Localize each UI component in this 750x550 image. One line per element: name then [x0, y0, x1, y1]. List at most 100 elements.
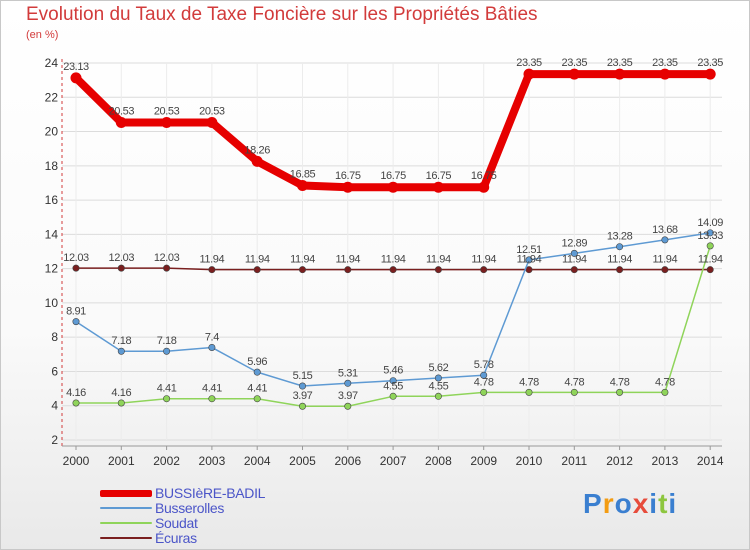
- data-point: [344, 402, 352, 410]
- data-point: [70, 72, 82, 84]
- data-point: [117, 347, 125, 355]
- legend-swatch-ecuras: [100, 537, 152, 539]
- data-label: 18.26: [244, 144, 270, 156]
- data-label: 4.55: [428, 380, 448, 392]
- data-label: 4.78: [610, 376, 630, 388]
- y-tick-label: 6: [51, 364, 58, 378]
- data-label: 4.78: [519, 376, 539, 388]
- data-label: 4.55: [383, 380, 403, 392]
- data-label: 5.62: [428, 362, 448, 374]
- data-point: [525, 256, 533, 264]
- data-label: 12.03: [63, 252, 89, 264]
- data-point: [72, 318, 80, 326]
- data-point: [163, 264, 171, 272]
- data-label: 12.03: [109, 252, 135, 264]
- data-point: [616, 388, 624, 396]
- data-point: [480, 371, 488, 379]
- data-point: [344, 379, 352, 387]
- data-label: 4.41: [202, 383, 222, 395]
- x-tick-label: 2001: [108, 454, 135, 468]
- data-point: [298, 402, 306, 410]
- data-label: 4.78: [655, 376, 675, 388]
- data-label: 16.85: [290, 169, 316, 181]
- data-point: [253, 395, 261, 403]
- data-label: 11.94: [381, 254, 406, 266]
- data-label: 7.18: [157, 335, 177, 347]
- data-label: 11.94: [653, 254, 678, 266]
- y-tick-label: 8: [51, 330, 58, 344]
- data-point: [706, 242, 714, 250]
- data-point: [389, 377, 397, 385]
- data-point: [163, 347, 171, 355]
- data-label: 11.94: [698, 254, 723, 266]
- data-label: 12.89: [562, 237, 588, 249]
- data-point: [115, 116, 127, 128]
- data-point: [344, 266, 352, 274]
- logo-letter: t: [658, 488, 669, 519]
- data-point: [253, 368, 261, 376]
- logo-letter: i: [649, 488, 659, 519]
- data-point: [389, 266, 397, 274]
- data-point: [253, 266, 261, 274]
- data-label: 11.94: [200, 254, 225, 266]
- data-point: [72, 264, 80, 272]
- series--curas: [72, 264, 714, 274]
- data-label: 3.97: [293, 390, 313, 402]
- x-tick-label: 2010: [516, 454, 543, 468]
- data-label: 11.94: [562, 254, 587, 266]
- data-point: [206, 116, 218, 128]
- y-tick-label: 20: [45, 125, 59, 139]
- y-tick-label: 12: [45, 262, 59, 276]
- logo-letter: x: [632, 488, 650, 519]
- data-label: 12.03: [154, 252, 180, 264]
- legend-label-soudat: Soudat: [155, 515, 198, 531]
- data-label: 11.94: [335, 254, 360, 266]
- data-point: [525, 388, 533, 396]
- x-tick-label: 2006: [334, 454, 361, 468]
- x-tick-label: 2007: [380, 454, 407, 468]
- x-tick-label: 2009: [470, 454, 497, 468]
- data-label: 5.78: [474, 359, 494, 371]
- data-point: [480, 388, 488, 396]
- data-label: 11.94: [245, 254, 270, 266]
- data-label: 20.53: [154, 105, 180, 117]
- x-tick-label: 2003: [199, 454, 226, 468]
- data-point: [704, 68, 716, 80]
- data-label: 23.35: [652, 57, 678, 69]
- data-label: 13.33: [697, 230, 723, 242]
- legend-swatch-bussiere-badil: [100, 490, 152, 497]
- data-label: 16.75: [471, 170, 497, 182]
- logo-letter: i: [668, 488, 678, 519]
- series-busserolles: [72, 229, 714, 390]
- data-point: [389, 392, 397, 400]
- data-label: 14.09: [697, 217, 723, 229]
- data-label: 23.35: [516, 57, 542, 69]
- data-point: [706, 266, 714, 274]
- data-point: [163, 395, 171, 403]
- x-tick-label: 2013: [652, 454, 679, 468]
- data-point: [659, 68, 671, 80]
- data-label: 23.35: [697, 57, 723, 69]
- data-point: [432, 181, 444, 193]
- data-label: 8.91: [66, 306, 86, 318]
- y-tick-label: 4: [51, 399, 58, 413]
- data-point: [117, 264, 125, 272]
- data-label: 13.68: [652, 224, 678, 236]
- data-label: 20.53: [199, 105, 225, 117]
- data-label: 7.4: [205, 331, 219, 343]
- series-soudat: [72, 242, 714, 410]
- data-label: 4.78: [564, 376, 584, 388]
- data-point: [72, 399, 80, 407]
- data-point: [478, 181, 490, 193]
- data-point: [161, 116, 173, 128]
- data-label: 23.35: [562, 57, 588, 69]
- proxiti-logo: Proxiti: [583, 488, 677, 520]
- x-tick-label: 2000: [63, 454, 90, 468]
- data-point: [298, 382, 306, 390]
- data-label: 16.75: [380, 170, 406, 182]
- data-point: [434, 392, 442, 400]
- data-label: 16.75: [335, 170, 361, 182]
- data-point: [706, 229, 714, 237]
